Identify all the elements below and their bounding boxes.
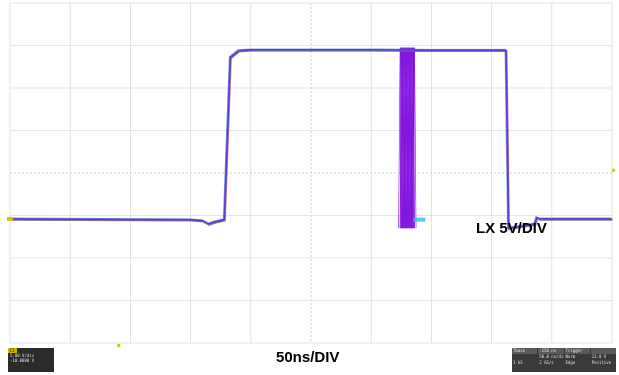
channel-offset: -10.0000 V — [10, 358, 35, 363]
acq-cell: 1 kS — [513, 360, 523, 365]
channel-tag: C1 — [8, 348, 17, 353]
trace-group — [9, 48, 613, 231]
acq-header: -150 ns — [538, 348, 564, 354]
scope-markers — [7, 168, 615, 347]
burst-ringing-line — [414, 47, 417, 229]
burst-ringing-line — [409, 47, 412, 229]
glitch-mark — [413, 217, 426, 222]
trigger-marker — [117, 344, 121, 347]
burst-ringing-line — [398, 47, 401, 229]
burst-ringing-line — [412, 47, 415, 229]
burst-ringing-line — [399, 47, 402, 229]
acq-cell: 12.0 V — [591, 354, 607, 359]
acq-cell: Edge — [565, 360, 576, 365]
burst-ringing-line — [401, 47, 404, 229]
ground-marker — [7, 216, 13, 221]
level-marker — [612, 168, 615, 172]
acq-cell: 50.0 ns/div — [539, 354, 564, 359]
burst-ringing-line — [405, 47, 408, 229]
acq-cell: 2 GS/s — [539, 360, 554, 365]
series-line — [9, 49, 612, 230]
acquisition-panel[interactable]: Tbase -150 ns Trigger 50.0 ns/div Norm 1… — [512, 348, 616, 372]
channel-badge[interactable]: C1 5.00 V/div -10.0000 V — [8, 348, 54, 372]
acq-cell: Positive — [591, 360, 612, 365]
channel-scale: 5.00 V/div — [10, 353, 35, 358]
burst-ringing-line — [402, 47, 405, 229]
switching-burst — [398, 47, 417, 229]
time-scale-label: 50ns/DIV — [276, 349, 340, 366]
grid — [9, 2, 613, 344]
trace-label: LX 5V/DIV — [476, 220, 547, 237]
acq-header — [590, 348, 616, 354]
burst-ringing-line — [403, 47, 406, 229]
burst-ringing-line — [406, 47, 409, 229]
acq-cell: Norm — [565, 354, 576, 359]
burst-ringing-line — [410, 47, 413, 229]
acq-header: Tbase — [512, 348, 538, 354]
burst-ringing-line — [407, 47, 411, 229]
acq-header: Trigger — [564, 348, 590, 354]
